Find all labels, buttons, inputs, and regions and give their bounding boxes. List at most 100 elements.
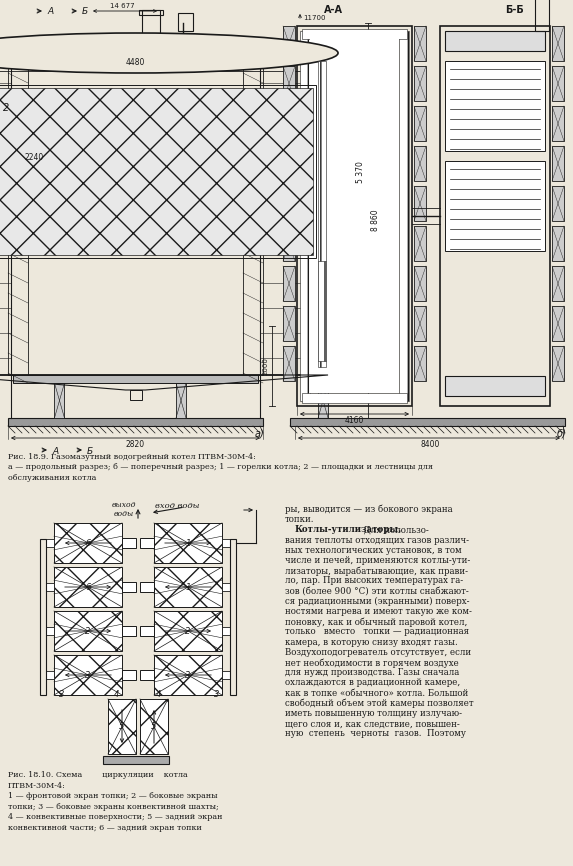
- Text: Котлы-утилизаторы.: Котлы-утилизаторы.: [295, 526, 402, 534]
- Bar: [103, 756, 169, 764]
- Text: ПТВМ-30М-4:
1 — фронтовой экран топки; 2 — боковые экраны
топки; 3 — боковые экр: ПТВМ-30М-4: 1 — фронтовой экран топки; 2…: [8, 782, 222, 831]
- Bar: [140, 626, 154, 636]
- Bar: [222, 627, 230, 635]
- Bar: [222, 539, 230, 547]
- Text: 6: 6: [85, 583, 91, 591]
- Bar: [122, 670, 136, 680]
- Bar: [0, 85, 316, 258]
- Text: зов (более 900 °С) эти котлы снабжают-: зов (более 900 °С) эти котлы снабжают-: [285, 586, 469, 596]
- Text: 11700: 11700: [303, 15, 325, 21]
- Bar: [414, 26, 426, 61]
- Bar: [46, 671, 54, 679]
- Text: 8400: 8400: [421, 440, 439, 449]
- Bar: [552, 266, 564, 301]
- Text: 8 860: 8 860: [371, 210, 380, 231]
- Text: А: А: [52, 447, 58, 456]
- Bar: [230, 539, 236, 695]
- Bar: [108, 699, 136, 754]
- Bar: [154, 611, 222, 651]
- Text: 2820: 2820: [126, 440, 145, 449]
- Text: Рис. 18.9. Газомазутный водогрейный котел ПТВМ-30М-4:
а — продольный разрез; б —: Рис. 18.9. Газомазутный водогрейный коте…: [8, 453, 433, 481]
- Text: 2: 2: [3, 103, 9, 113]
- Bar: [445, 61, 545, 151]
- Bar: [552, 346, 564, 381]
- Bar: [140, 582, 154, 592]
- Bar: [283, 66, 295, 101]
- Text: числе и печей, применяются котлы-ути-: числе и печей, применяются котлы-ути-: [285, 556, 470, 565]
- Bar: [297, 26, 412, 406]
- Text: ностями нагрева и имеют такую же ком-: ностями нагрева и имеют такую же ком-: [285, 607, 472, 616]
- Text: ло, пар. При высоких температурах га-: ло, пар. При высоких температурах га-: [285, 577, 463, 585]
- Bar: [0, 88, 313, 255]
- Bar: [318, 61, 326, 367]
- Text: свободный объем этой камеры позволяет: свободный объем этой камеры позволяет: [285, 699, 474, 708]
- Bar: [40, 539, 46, 695]
- Bar: [283, 146, 295, 181]
- Text: вход воды: вход воды: [155, 502, 199, 510]
- Bar: [54, 655, 122, 695]
- Bar: [222, 671, 230, 679]
- Bar: [414, 266, 426, 301]
- Text: ся радиационными (экранными) поверх-: ся радиационными (экранными) поверх-: [285, 597, 469, 606]
- Text: ную  степень  черноты  газов.  Поэтому: ную степень черноты газов. Поэтому: [285, 729, 466, 739]
- Text: иметь повышенную толщину излучаю-: иметь повышенную толщину излучаю-: [285, 709, 462, 718]
- Bar: [142, 10, 159, 38]
- Bar: [445, 161, 545, 251]
- Text: 5: 5: [119, 722, 125, 731]
- Bar: [46, 627, 54, 635]
- Bar: [399, 31, 409, 401]
- Text: 4: 4: [156, 690, 162, 699]
- Text: Воздухоподогреватель отсутствует, если: Воздухоподогреватель отсутствует, если: [285, 648, 471, 656]
- Bar: [552, 186, 564, 221]
- Bar: [46, 539, 54, 547]
- Bar: [445, 376, 545, 396]
- Bar: [302, 29, 407, 39]
- Text: поновку, как и обычный паровой котел,: поновку, как и обычный паровой котел,: [285, 617, 468, 627]
- Text: 2: 2: [85, 626, 91, 636]
- Bar: [414, 106, 426, 141]
- Bar: [552, 226, 564, 261]
- Bar: [414, 306, 426, 341]
- Text: Б-Б: Б-Б: [505, 5, 524, 15]
- Bar: [318, 262, 326, 361]
- Bar: [154, 567, 222, 607]
- Bar: [0, 53, 338, 375]
- Bar: [222, 583, 230, 591]
- Bar: [535, 0, 549, 31]
- Text: Рис. 18.10. Схема        циркуляции    котла: Рис. 18.10. Схема циркуляции котла: [8, 771, 188, 779]
- Text: 2240: 2240: [25, 152, 44, 162]
- Bar: [283, 266, 295, 301]
- Text: 3: 3: [214, 690, 219, 699]
- Text: б: б: [85, 539, 91, 547]
- Bar: [129, 390, 142, 400]
- Text: 2: 2: [185, 626, 191, 636]
- Bar: [414, 226, 426, 261]
- Text: камера, в которую снизу входят газы.: камера, в которую снизу входят газы.: [285, 637, 458, 647]
- Bar: [13, 375, 258, 383]
- Bar: [414, 66, 426, 101]
- Text: 4480: 4480: [126, 58, 145, 67]
- Text: 1: 1: [185, 583, 191, 591]
- Text: а): а): [255, 428, 265, 438]
- Text: 1: 1: [185, 539, 191, 547]
- Bar: [552, 66, 564, 101]
- Bar: [54, 567, 122, 607]
- Bar: [8, 418, 263, 426]
- Text: А-А: А-А: [324, 5, 343, 15]
- Bar: [122, 582, 136, 592]
- Bar: [310, 39, 399, 393]
- Text: А: А: [47, 8, 53, 16]
- Bar: [283, 226, 295, 261]
- Bar: [54, 383, 65, 418]
- Bar: [318, 383, 328, 418]
- Bar: [290, 418, 565, 426]
- Bar: [445, 31, 545, 51]
- Bar: [283, 346, 295, 381]
- Text: ных технологических установок, в том: ных технологических установок, в том: [285, 546, 462, 555]
- Text: охлаждаются в радиационной камере,: охлаждаются в радиационной камере,: [285, 678, 460, 688]
- Bar: [8, 53, 28, 375]
- Bar: [300, 31, 310, 401]
- Bar: [139, 10, 163, 15]
- Text: Для использо-: Для использо-: [360, 526, 429, 534]
- Text: 3: 3: [85, 670, 91, 680]
